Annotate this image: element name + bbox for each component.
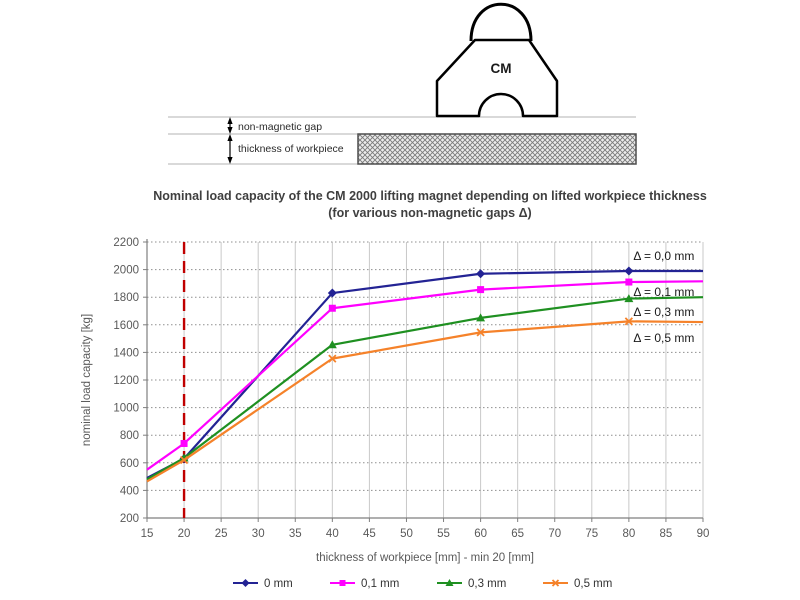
x-tick-label: 80 (622, 528, 635, 540)
x-tick-label: 40 (326, 528, 339, 540)
series-line (146, 296, 704, 481)
chart-title-line1: Nominal load capacity of the CM 2000 lif… (153, 189, 707, 203)
x-axis-title: thickness of workpiece [mm] - min 20 [mm… (316, 552, 534, 564)
lifting-magnet-outline: CM (435, 2, 559, 118)
diamond-marker (327, 288, 337, 298)
y-axis-ticks: 200 400 600 800 1000 1200 1400 1600 1800 2000 2200 (113, 237, 147, 525)
legend-label: 0,1 mm (361, 578, 399, 590)
legend-item-0-3-mm: 0,3 mm (437, 578, 506, 590)
diamond-marker (241, 579, 250, 587)
y-tick-label: 1000 (113, 403, 139, 415)
x-tick-label: 60 (474, 528, 487, 540)
x-tick-label: 65 (511, 528, 524, 540)
legend: 0 mm 0,1 mm 0,3 mm 0,5 mm (233, 578, 612, 590)
x-marker (476, 328, 485, 337)
y-tick-label: 2000 (113, 265, 139, 277)
series-0-1-mm (146, 278, 704, 471)
legend-label: 0 mm (264, 578, 293, 590)
x-tick-label: 45 (363, 528, 376, 540)
x-tick-label: 15 (141, 528, 154, 540)
thickness-label: thickness of workpiece (238, 143, 344, 155)
triangle-marker (624, 294, 634, 303)
x-tick-label: 20 (178, 528, 191, 540)
y-tick-label: 400 (120, 485, 139, 497)
x-tick-label: 25 (215, 528, 228, 540)
chart-title-line2: (for various non-magnetic gaps Δ) (328, 205, 532, 220)
chart-title: Nominal load capacity of the CM 2000 lif… (60, 188, 800, 221)
y-tick-label: 200 (120, 513, 139, 525)
y-tick-label: 1800 (113, 292, 139, 304)
x-marker (179, 455, 189, 465)
square-marker (625, 278, 633, 286)
series-line (146, 269, 703, 479)
series-0-mm (146, 266, 703, 479)
y-tick-label: 1200 (113, 375, 139, 387)
x-axis-ticks: 15 20 25 30 35 40 45 50 55 60 65 70 75 80 85 90 (141, 518, 710, 540)
delta-annotation-0: Δ = 0,0 mm (633, 249, 694, 263)
series-0-5-mm (146, 317, 704, 483)
square-marker (180, 439, 188, 447)
x-tick-label: 85 (660, 528, 673, 540)
y-axis-title: nominal load capacity [kg] (81, 314, 93, 446)
magnet-body (435, 38, 559, 118)
y-tick-label: 1400 (113, 347, 139, 359)
series-line (146, 280, 704, 471)
legend-item-0-1-mm: 0,1 mm (330, 578, 399, 590)
delta-annotation-1: Δ = 0,1 mm (633, 285, 694, 299)
x-marker (624, 317, 634, 326)
x-tick-label: 70 (548, 528, 561, 540)
diamond-marker (476, 269, 486, 279)
magnet-eye-arch (469, 2, 533, 42)
magnet-diagram: CM non-magnetic gap thickness of workpie… (168, 2, 637, 165)
triangle-marker (327, 340, 337, 349)
x-marker (328, 354, 337, 363)
x-tick-label: 75 (585, 528, 598, 540)
delta-annotation-2: Δ = 0,3 mm (633, 305, 694, 319)
series-line (146, 320, 704, 483)
y-tick-label: 1600 (113, 320, 139, 332)
triangle-marker (476, 313, 486, 322)
x-tick-label: 50 (400, 528, 413, 540)
x-tick-label: 90 (697, 528, 710, 540)
series-0-3-mm (146, 294, 704, 481)
square-marker (477, 286, 485, 294)
dimension-arrows (227, 117, 233, 164)
x-tick-label: 35 (289, 528, 302, 540)
axes (146, 239, 703, 519)
legend-label: 0,5 mm (574, 578, 612, 590)
y-tick-label: 800 (120, 430, 139, 442)
triangle-marker (445, 579, 454, 586)
x-tick-label: 30 (252, 528, 265, 540)
legend-item-0-mm: 0 mm (233, 578, 293, 590)
y-tick-label: 2200 (113, 237, 139, 249)
magnet-cm-label: CM (491, 61, 512, 76)
x-tick-label: 55 (437, 528, 450, 540)
gap-label: non-magnetic gap (238, 121, 322, 133)
delta-annotation-3: Δ = 0,5 mm (633, 331, 694, 345)
x-marker (551, 579, 560, 587)
y-tick-label: 600 (120, 458, 139, 470)
load-capacity-chart: 200 400 600 800 1000 1200 1400 1600 1800 2000 2200… (81, 237, 710, 590)
legend-label: 0,3 mm (468, 578, 506, 590)
legend-item-0-5-mm: 0,5 mm (543, 578, 612, 590)
diamond-marker (624, 266, 634, 276)
square-marker (339, 580, 346, 586)
workpiece-hatched-bar (357, 133, 637, 165)
square-marker (328, 304, 336, 312)
